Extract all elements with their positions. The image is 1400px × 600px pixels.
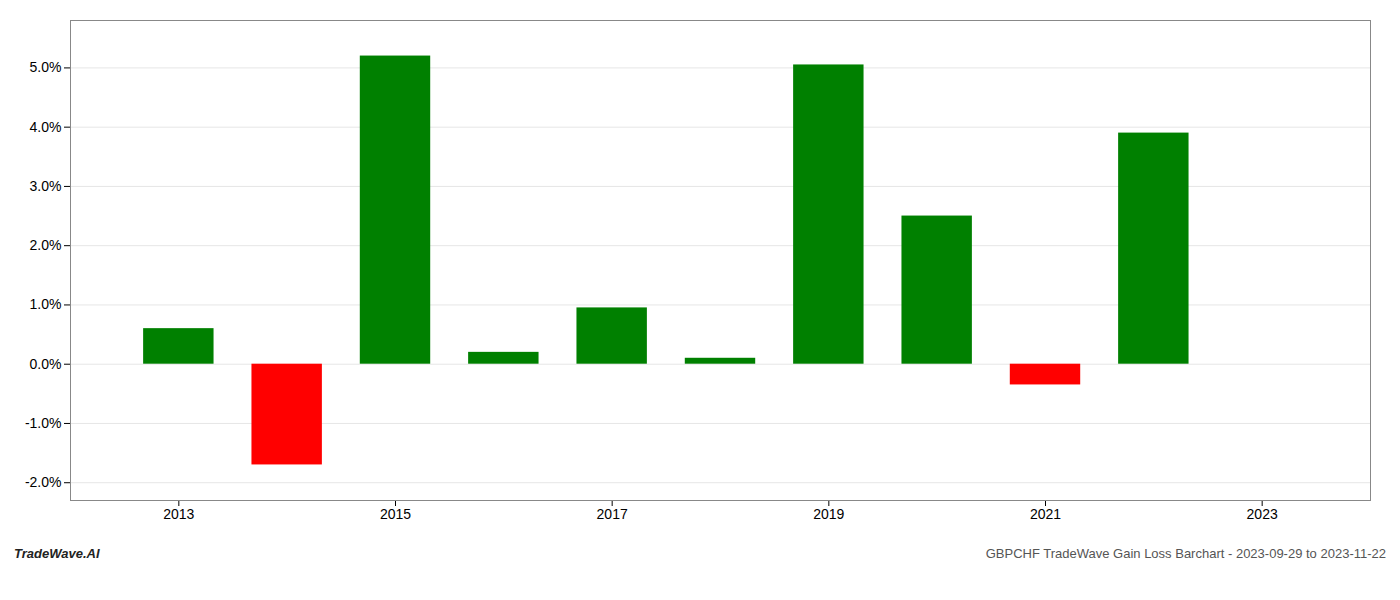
svg-text:2.0%: 2.0% [30,237,62,253]
svg-text:2017: 2017 [597,506,628,522]
svg-text:2019: 2019 [813,506,844,522]
svg-text:2013: 2013 [163,506,194,522]
svg-text:4.0%: 4.0% [30,119,62,135]
html-text:GBPCHF TradeWave Gain Loss Bar: GBPCHF TradeWave Gain Loss Barchart - 20… [985,546,1386,561]
svg-text:5.0%: 5.0% [30,59,62,75]
svg-text:2021: 2021 [1030,506,1061,522]
svg-text:1.0%: 1.0% [30,296,62,312]
svg-text:3.0%: 3.0% [30,178,62,194]
svg-text:-1.0%: -1.0% [25,415,62,431]
html-text:TradeWave.AI: TradeWave.AI [14,546,100,561]
svg-text:-2.0%: -2.0% [25,474,62,490]
svg-text:2015: 2015 [380,506,411,522]
svg-text:0.0%: 0.0% [30,356,62,372]
svg-text:2023: 2023 [1247,506,1278,522]
